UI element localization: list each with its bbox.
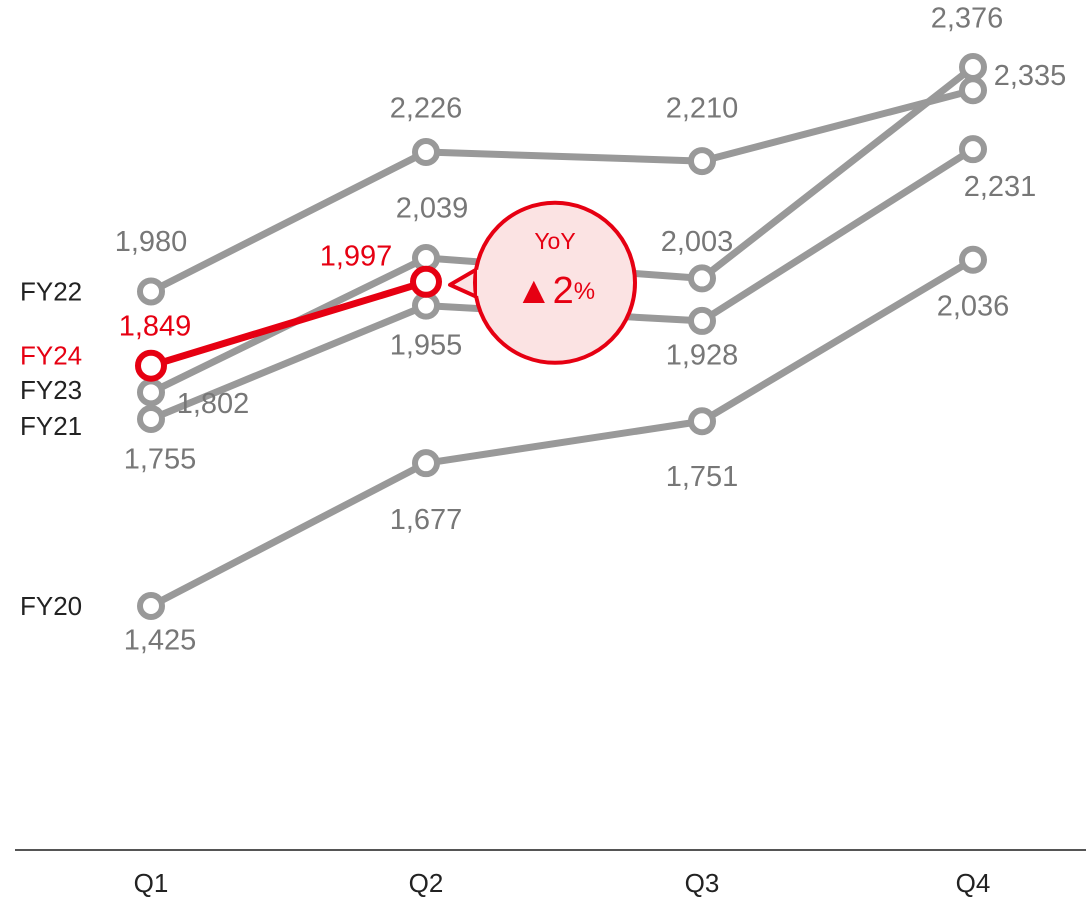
annotation-number: ▲2 bbox=[515, 270, 574, 312]
data-label: 2,376 bbox=[931, 3, 1004, 35]
legend-label: FY22 bbox=[20, 276, 82, 306]
data-label: 2,210 bbox=[666, 93, 739, 125]
legend-label: FY20 bbox=[20, 591, 82, 621]
point-marker bbox=[412, 138, 440, 167]
point-marker bbox=[688, 306, 716, 335]
point-marker bbox=[959, 135, 987, 164]
series-line bbox=[149, 86, 974, 295]
point-marker bbox=[137, 277, 165, 306]
point-marker bbox=[412, 244, 440, 273]
point-marker bbox=[410, 265, 442, 298]
series-line bbox=[149, 256, 975, 610]
point-marker bbox=[137, 378, 165, 407]
legend-label: FY21 bbox=[20, 411, 82, 441]
data-label: 2,039 bbox=[396, 193, 469, 225]
data-label: 1,955 bbox=[390, 329, 463, 361]
data-label: 1,980 bbox=[115, 226, 188, 258]
data-label: 1,802 bbox=[177, 388, 250, 420]
data-label: 1,849 bbox=[119, 310, 192, 342]
data-label: 1,677 bbox=[390, 504, 463, 536]
point-marker bbox=[412, 291, 440, 320]
annotation-title: YoY bbox=[534, 228, 575, 254]
data-label: 1,425 bbox=[124, 625, 197, 657]
point-marker bbox=[688, 407, 716, 436]
point-marker bbox=[959, 53, 987, 81]
data-label: 1,751 bbox=[666, 461, 739, 493]
x-tick-label: Q2 bbox=[409, 868, 444, 898]
series-line bbox=[149, 278, 428, 370]
point-marker bbox=[137, 592, 165, 620]
data-label: 2,036 bbox=[937, 290, 1010, 322]
callout-join bbox=[477, 269, 485, 296]
x-tick-label: Q1 bbox=[134, 868, 169, 898]
data-label: 2,003 bbox=[661, 226, 734, 258]
point-marker bbox=[412, 449, 440, 478]
x-tick-label: Q3 bbox=[685, 868, 720, 898]
data-label: 2,226 bbox=[390, 93, 463, 125]
legend-label: FY23 bbox=[20, 375, 82, 405]
point-marker bbox=[135, 349, 167, 382]
point-marker bbox=[137, 404, 165, 433]
legend-label: FY24 bbox=[20, 341, 82, 371]
annotation-value: ▲2% bbox=[515, 270, 595, 312]
data-label: 1,755 bbox=[124, 444, 197, 476]
point-marker bbox=[688, 147, 716, 176]
x-tick-label: Q4 bbox=[956, 868, 991, 898]
point-marker bbox=[959, 245, 987, 274]
annotation-unit: % bbox=[574, 278, 595, 305]
data-label: 2,335 bbox=[994, 60, 1067, 92]
callout-bubble bbox=[473, 200, 637, 365]
data-label: 1,928 bbox=[666, 340, 739, 372]
point-marker bbox=[959, 76, 987, 105]
point-marker bbox=[688, 264, 716, 293]
data-label: 2,231 bbox=[964, 171, 1037, 203]
data-label: 1,997 bbox=[320, 240, 393, 272]
